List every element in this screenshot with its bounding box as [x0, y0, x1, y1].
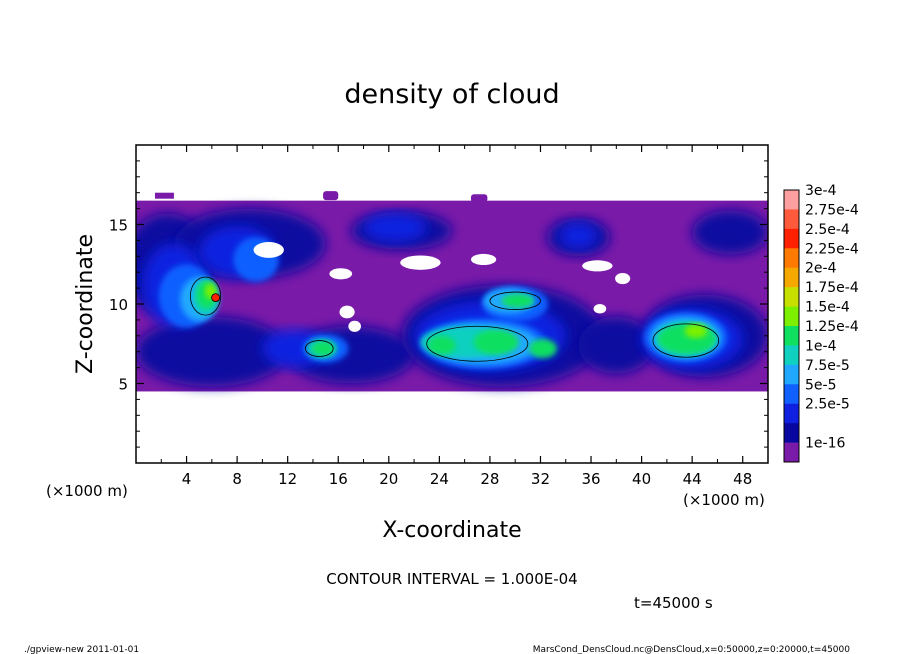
- density-blob: [529, 338, 557, 359]
- cloud-patch: [154, 192, 174, 199]
- colorbar-swatch: [784, 267, 799, 288]
- cloud-patch: [470, 194, 488, 203]
- colorbar-swatch: [784, 287, 799, 308]
- colorbar-label: 2.25e-4: [805, 241, 859, 257]
- x-tick-label: 40: [632, 470, 651, 488]
- x-tick-label: 16: [329, 470, 348, 488]
- clear-gap: [593, 304, 607, 314]
- x-tick-label: 48: [733, 470, 752, 488]
- colorbar-swatch: [784, 190, 799, 210]
- colorbar-label: 2.5e-5: [805, 397, 850, 413]
- density-field: [136, 191, 768, 392]
- density-blob: [136, 316, 288, 387]
- y-axis-ticks: 5 10 15: [109, 160, 768, 448]
- x-tick-label: 44: [683, 470, 702, 488]
- colorbar-label: 2.75e-4: [805, 202, 859, 218]
- contour-line: [652, 323, 720, 358]
- y-axis-label: Z-coordinate: [73, 234, 98, 374]
- colorbar-label: 1.5e-4: [805, 300, 850, 316]
- clear-gap: [339, 305, 355, 319]
- colorbar-swatch: [784, 423, 799, 444]
- contour-line: [426, 325, 529, 362]
- time-label: t=45000 s: [634, 594, 713, 612]
- contour-interval-text: CONTOUR INTERVAL = 1.000E-04: [326, 570, 577, 588]
- x-tick-label: 28: [480, 470, 499, 488]
- colorbar-swatch: [784, 384, 799, 405]
- y-tick-label: 15: [109, 217, 128, 235]
- colorbar: 3e-4 2.75e-4 2.5e-4 2.25e-4 2e-4 1.75e-4 1.5e-…: [783, 183, 859, 463]
- density-blob: [692, 210, 768, 255]
- density-blob: [427, 335, 456, 355]
- density-blob: [473, 329, 519, 355]
- x-tick-label: 36: [581, 470, 600, 488]
- clear-gap: [615, 272, 631, 285]
- clear-gap: [253, 241, 284, 258]
- contour-line: [304, 340, 334, 357]
- colorbar-label: 3e-4: [805, 183, 837, 199]
- contour-line: [489, 291, 541, 310]
- colorbar-swatch: [784, 364, 799, 385]
- colorbar-swatch: [784, 403, 799, 424]
- x-axis-ticks: 4 8 12 16 20 24 28 32 36 40 44 48: [160, 145, 752, 488]
- clear-gap: [348, 320, 361, 332]
- density-peak: [211, 293, 221, 303]
- colorbar-label: 5e-5: [805, 377, 836, 393]
- cloud-patch: [323, 191, 339, 201]
- clear-gap: [329, 268, 353, 280]
- colorbar-frame: [783, 189, 800, 463]
- colorbar-swatch: [784, 209, 799, 230]
- x-tick-label: 4: [182, 470, 192, 488]
- plot-area: [136, 191, 768, 392]
- colorbar-swatch: [784, 228, 799, 249]
- density-blob: [501, 293, 535, 308]
- colorbar-label: 1e-16: [805, 436, 845, 452]
- colorbar-swatch: [784, 248, 799, 269]
- x-unit-left: (×1000 m): [46, 482, 128, 500]
- clear-gap: [470, 253, 497, 266]
- colorbar-label: 7.5e-5: [805, 358, 850, 374]
- clear-gap: [400, 255, 441, 270]
- colorbar-swatch: [784, 442, 799, 463]
- x-unit-right: (×1000 m): [683, 491, 765, 509]
- colorbar-swatch: [784, 306, 799, 327]
- colorbar-swatch: [784, 326, 799, 346]
- y-tick-label: 10: [109, 296, 128, 314]
- x-axis-label: X-coordinate: [382, 518, 521, 543]
- colorbar-label: 1e-4: [805, 338, 837, 354]
- x-tick-label: 12: [278, 470, 297, 488]
- contour-line: [189, 276, 222, 316]
- x-tick-label: 24: [430, 470, 449, 488]
- footer-right: MarsCond_DensCloud.nc@DensCloud,x=0:5000…: [533, 645, 850, 654]
- y-tick-label: 5: [118, 376, 128, 394]
- density-blob: [311, 341, 335, 356]
- chart-title: density of cloud: [344, 79, 559, 110]
- density-blob: [578, 316, 655, 374]
- density-blob: [684, 323, 708, 339]
- density-blob: [559, 222, 598, 249]
- x-tick-label: 32: [531, 470, 550, 488]
- density-blob: [363, 213, 427, 242]
- colorbar-label: 2e-4: [805, 261, 837, 277]
- colorbar-swatch: [784, 345, 799, 366]
- colorbar-label: 1.25e-4: [805, 319, 859, 335]
- colorbar-label: 1.75e-4: [805, 280, 859, 296]
- footer-left: ./gpview-new 2011-01-01: [24, 645, 139, 654]
- x-tick-label: 20: [379, 470, 398, 488]
- clear-gap: [582, 260, 613, 272]
- x-tick-label: 8: [232, 470, 242, 488]
- colorbar-label: 2.5e-4: [805, 222, 850, 238]
